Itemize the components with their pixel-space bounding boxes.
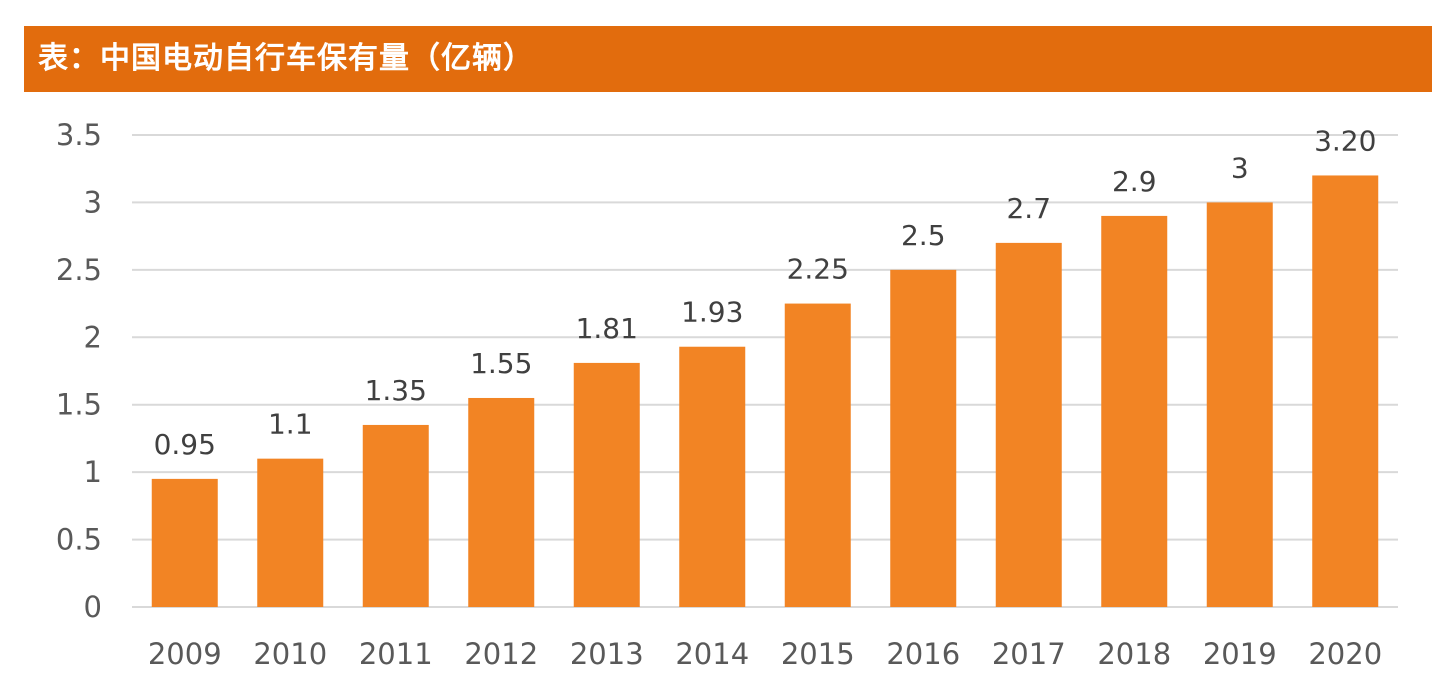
data-label: 2.25 — [787, 253, 849, 286]
bar — [573, 362, 640, 607]
data-labels: 0.95 1.1 1.35 1.55 1.81 1.93 2.25 2.5 2.7 2.9 3 3.2… — [154, 124, 1377, 460]
chart-title-bar: 表：中国电动自行车保有量（亿辆） — [24, 26, 1432, 92]
bar — [257, 458, 324, 607]
bar — [679, 346, 746, 607]
bar — [1101, 215, 1168, 607]
x-tick-label: 2015 — [781, 637, 855, 671]
bar — [362, 424, 429, 607]
data-label: 1.93 — [681, 296, 743, 329]
y-tick-label: 2 — [84, 320, 102, 354]
x-tick-label: 2009 — [148, 637, 222, 671]
y-tick-label: 0 — [84, 590, 102, 624]
bar — [995, 242, 1062, 607]
y-axis-ticks: 0 0.5 1 1.5 2 2.5 3 3.5 — [56, 118, 102, 624]
y-tick-label: 3 — [84, 185, 102, 219]
data-label: 2.5 — [901, 219, 946, 252]
bar — [468, 397, 535, 607]
bar — [1206, 202, 1273, 607]
bar — [151, 478, 218, 607]
x-axis-ticks: 2009 2010 2011 2012 2013 2014 2015 2016 2017 2018… — [148, 637, 1382, 671]
data-label: 3.20 — [1314, 124, 1376, 157]
x-tick-label: 2013 — [570, 637, 644, 671]
bar — [784, 303, 851, 607]
bars — [151, 175, 1379, 607]
data-label: 1.35 — [365, 374, 427, 407]
data-label: 1.1 — [268, 408, 313, 441]
y-tick-label: 2.5 — [56, 253, 102, 287]
x-tick-label: 2020 — [1308, 637, 1382, 671]
chart-title: 表：中国电动自行车保有量（亿辆） — [38, 41, 534, 76]
y-tick-label: 3.5 — [56, 118, 102, 152]
data-label: 0.95 — [154, 428, 216, 461]
x-tick-label: 2016 — [886, 637, 960, 671]
x-tick-label: 2014 — [675, 637, 749, 671]
data-label: 2.7 — [1006, 192, 1051, 225]
bar — [890, 269, 957, 607]
data-label: 1.55 — [470, 347, 532, 380]
y-tick-label: 1.5 — [56, 388, 102, 422]
data-label: 2.9 — [1112, 165, 1157, 198]
x-tick-label: 2017 — [992, 637, 1066, 671]
x-tick-label: 2012 — [464, 637, 538, 671]
bar — [1312, 175, 1379, 607]
data-label: 3 — [1231, 151, 1249, 184]
x-tick-label: 2019 — [1203, 637, 1277, 671]
x-tick-label: 2018 — [1097, 637, 1171, 671]
grid-lines — [132, 134, 1398, 608]
data-label: 1.81 — [576, 312, 638, 345]
y-tick-label: 1 — [84, 455, 102, 489]
x-tick-label: 2011 — [359, 637, 433, 671]
y-tick-label: 0.5 — [56, 523, 102, 557]
x-tick-label: 2010 — [253, 637, 327, 671]
